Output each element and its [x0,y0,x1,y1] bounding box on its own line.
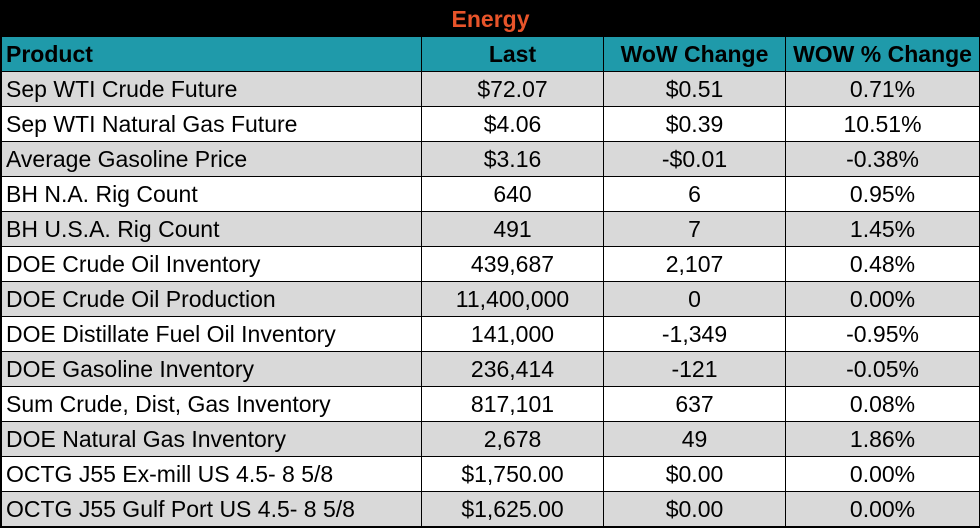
table-row: DOE Natural Gas Inventory 2,678 49 1.86% [1,421,980,457]
cell-wow-change: -121 [603,351,786,387]
cell-wow-pct-change: -0.95% [784,316,980,352]
cell-product: OCTG J55 Gulf Port US 4.5- 8 5/8 [1,491,422,527]
cell-last: $1,750.00 [421,456,604,492]
cell-wow-change: 0 [603,281,786,317]
cell-last: 640 [421,176,604,212]
cell-product: DOE Natural Gas Inventory [1,421,422,457]
cell-product: Sep WTI Crude Future [1,71,422,107]
cell-last: $4.06 [421,106,604,142]
cell-wow-pct-change: -0.05% [784,351,980,387]
column-header-last: Last [421,36,604,72]
cell-wow-change: 6 [603,176,786,212]
cell-last: 11,400,000 [421,281,604,317]
table-row: Sep WTI Crude Future $72.07 $0.51 0.71% [1,71,980,107]
cell-product: DOE Crude Oil Inventory [1,246,422,282]
cell-last: 2,678 [421,421,604,457]
cell-wow-change: $0.00 [603,456,786,492]
cell-product: DOE Crude Oil Production [1,281,422,317]
cell-wow-change: 2,107 [603,246,786,282]
cell-last: 439,687 [421,246,604,282]
title-row: Energy [0,1,980,37]
cell-wow-change: 637 [603,386,786,422]
cell-wow-pct-change: 1.45% [784,211,980,247]
cell-wow-pct-change: 0.00% [784,491,980,527]
cell-wow-pct-change: 0.08% [784,386,980,422]
table-row: Sum Crude, Dist, Gas Inventory 817,101 637… [1,386,980,422]
table-row: OCTG J55 Ex-mill US 4.5- 8 5/8 $1,750.00 $… [1,456,980,492]
cell-wow-pct-change: 0.71% [784,71,980,107]
column-header-product: Product [1,36,422,72]
cell-wow-pct-change: 0.00% [784,456,980,492]
cell-wow-change: -$0.01 [603,141,786,177]
cell-product: Average Gasoline Price [1,141,422,177]
table-row: Average Gasoline Price $3.16 -$0.01 -0.38% [1,141,980,177]
cell-wow-pct-change: 0.00% [784,281,980,317]
table-row: DOE Crude Oil Inventory 439,687 2,107 0.48% [1,246,980,282]
cell-wow-change: 7 [603,211,786,247]
cell-wow-pct-change: -0.38% [784,141,980,177]
table-row: BH U.S.A. Rig Count 491 7 1.45% [1,211,980,247]
cell-product: Sep WTI Natural Gas Future [1,106,422,142]
cell-wow-change: $0.51 [603,71,786,107]
cell-product: DOE Distillate Fuel Oil Inventory [1,316,422,352]
cell-last: $72.07 [421,71,604,107]
table-row: DOE Distillate Fuel Oil Inventory 141,000… [1,316,980,352]
cell-wow-change: $0.39 [603,106,786,142]
cell-wow-change: $0.00 [603,491,786,527]
cell-last: 491 [421,211,604,247]
cell-last: 236,414 [421,351,604,387]
cell-last: 141,000 [421,316,604,352]
cell-wow-pct-change: 10.51% [784,106,980,142]
cell-wow-change: -1,349 [603,316,786,352]
cell-product: BH U.S.A. Rig Count [1,211,422,247]
cell-last: $3.16 [421,141,604,177]
table-row: OCTG J55 Gulf Port US 4.5- 8 5/8 $1,625.0… [1,491,980,527]
cell-last: $1,625.00 [421,491,604,527]
table-row: DOE Crude Oil Production 11,400,000 0 0.00% [1,281,980,317]
cell-product: BH N.A. Rig Count [1,176,422,212]
cell-product: DOE Gasoline Inventory [1,351,422,387]
table-title: Energy [0,1,980,37]
table-row: Sep WTI Natural Gas Future $4.06 $0.39 10.5… [1,106,980,142]
cell-wow-pct-change: 0.95% [784,176,980,212]
column-header-wow-pct-change: WOW % Change [784,36,980,72]
cell-product: OCTG J55 Ex-mill US 4.5- 8 5/8 [1,456,422,492]
cell-last: 817,101 [421,386,604,422]
cell-wow-change: 49 [603,421,786,457]
cell-product: Sum Crude, Dist, Gas Inventory [1,386,422,422]
cell-wow-pct-change: 1.86% [784,421,980,457]
table-row: BH N.A. Rig Count 640 6 0.95% [1,176,980,212]
cell-wow-pct-change: 0.48% [784,246,980,282]
table-row: DOE Gasoline Inventory 236,414 -121 -0.05% [1,351,980,387]
header-row: Product Last WoW Change WOW % Change [1,36,980,72]
column-header-wow-change: WoW Change [603,36,786,72]
